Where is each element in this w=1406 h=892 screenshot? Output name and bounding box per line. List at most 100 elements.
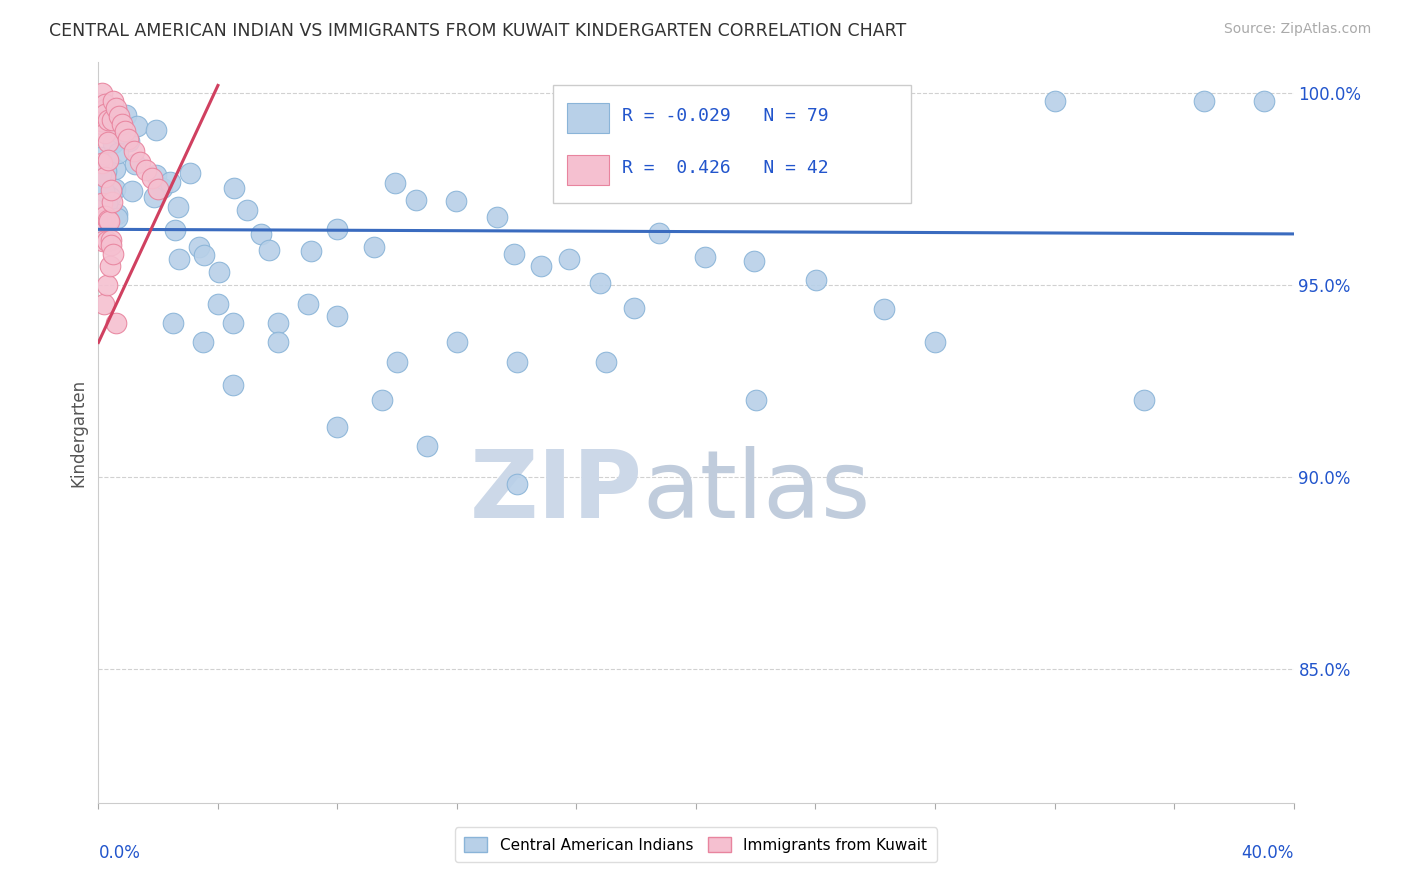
Point <box>97 135 120 149</box>
Point <box>224 181 246 195</box>
Point <box>179 166 201 180</box>
Point <box>97 153 120 167</box>
Point <box>98 259 122 273</box>
Point <box>1192 94 1215 108</box>
Point <box>97 112 120 127</box>
Point <box>94 170 117 185</box>
Point <box>105 102 128 116</box>
Text: atlas: atlas <box>643 446 870 538</box>
Point <box>299 244 322 258</box>
Point <box>1043 94 1066 108</box>
Point <box>135 162 157 177</box>
Point <box>94 164 117 178</box>
Point <box>104 162 127 177</box>
Point <box>506 354 529 368</box>
Point <box>93 213 115 227</box>
Point <box>589 276 612 290</box>
Point <box>129 155 152 169</box>
Text: R = -0.029   N = 79: R = -0.029 N = 79 <box>621 108 828 126</box>
Point <box>530 260 553 274</box>
Point <box>188 240 211 254</box>
Point <box>558 252 581 266</box>
Point <box>111 117 134 131</box>
Point <box>1253 94 1275 108</box>
Text: R =  0.426   N = 42: R = 0.426 N = 42 <box>621 159 828 177</box>
Point <box>98 213 121 227</box>
Point <box>159 175 181 189</box>
Text: 0.0%: 0.0% <box>98 845 141 863</box>
Point <box>90 213 112 227</box>
Point <box>595 354 617 368</box>
Point <box>90 117 112 131</box>
Point <box>193 248 215 262</box>
Point <box>191 335 214 350</box>
Point <box>105 207 128 221</box>
Point <box>100 238 122 252</box>
Point <box>90 181 112 195</box>
Point <box>143 190 166 204</box>
Point <box>416 439 439 453</box>
Point <box>107 211 129 226</box>
Point <box>124 157 146 171</box>
Point <box>371 392 394 407</box>
Text: 40.0%: 40.0% <box>1241 845 1294 863</box>
Text: ZIP: ZIP <box>470 446 643 538</box>
Point <box>745 392 768 407</box>
Point <box>101 136 124 151</box>
Point <box>405 194 427 208</box>
Point <box>96 277 118 292</box>
Point <box>93 209 115 223</box>
Point <box>267 316 290 330</box>
Legend: Central American Indians, Immigrants from Kuwait: Central American Indians, Immigrants fro… <box>456 828 936 862</box>
Point <box>98 190 121 204</box>
Point <box>90 167 112 181</box>
Point <box>93 184 115 198</box>
Point <box>94 96 117 111</box>
Point <box>114 108 136 122</box>
Point <box>91 114 114 128</box>
Point <box>623 301 645 315</box>
Point <box>90 156 112 170</box>
Point <box>100 233 122 247</box>
Y-axis label: Kindergarten: Kindergarten <box>69 378 87 487</box>
Point <box>104 182 127 196</box>
Point <box>257 243 280 257</box>
Point <box>101 121 124 136</box>
Point <box>152 181 174 195</box>
FancyBboxPatch shape <box>553 85 911 203</box>
Point <box>93 97 115 112</box>
Point <box>108 109 131 123</box>
Point <box>91 234 114 248</box>
Point <box>446 194 468 208</box>
Point <box>117 132 139 146</box>
Point <box>167 252 190 267</box>
Point <box>363 239 385 253</box>
Point <box>485 210 508 224</box>
Point <box>91 86 114 100</box>
Point <box>207 297 229 311</box>
Point <box>648 226 671 240</box>
Point <box>503 247 526 261</box>
Point <box>267 335 290 350</box>
Point <box>94 106 117 120</box>
Point <box>96 196 118 211</box>
Point <box>162 316 184 330</box>
Point <box>446 335 468 350</box>
Point <box>121 185 143 199</box>
Point <box>207 265 229 279</box>
Point <box>94 102 117 116</box>
Point <box>326 222 349 236</box>
Point <box>250 227 273 242</box>
Point <box>118 134 141 148</box>
Point <box>101 112 124 127</box>
Point <box>804 273 827 287</box>
Text: Source: ZipAtlas.com: Source: ZipAtlas.com <box>1223 22 1371 37</box>
Point <box>103 247 125 261</box>
Point <box>105 316 128 330</box>
FancyBboxPatch shape <box>567 103 609 133</box>
Point <box>103 94 125 108</box>
Point <box>100 195 122 210</box>
Point <box>145 123 167 137</box>
Point <box>222 377 245 392</box>
Point <box>90 196 112 211</box>
